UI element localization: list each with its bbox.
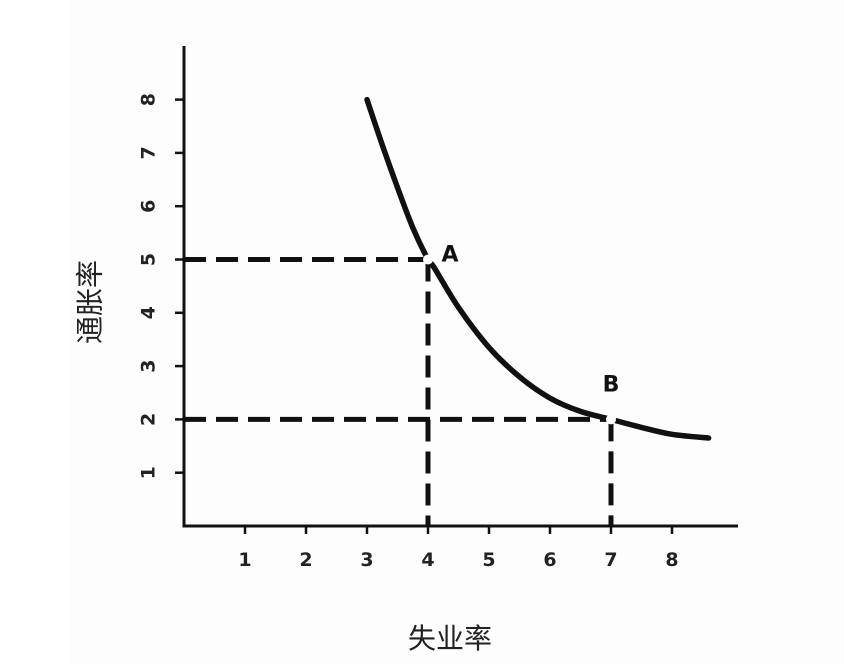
x-axis-title: 失业率: [408, 622, 492, 655]
y-tick-label-2: 2: [138, 413, 160, 426]
y-tick-label-3: 3: [138, 359, 160, 372]
axes: [182, 46, 738, 528]
y-tick-label-4: 4: [138, 306, 160, 319]
point-marker-A: [423, 254, 433, 265]
curve-layer: [364, 96, 712, 441]
x-tick-label-3: 3: [360, 549, 373, 571]
x-tick-label-2: 2: [299, 549, 312, 571]
y-tick-label-6: 6: [138, 200, 160, 213]
dashed-guide-lines: [184, 257, 614, 526]
x-tick-label-1: 1: [238, 549, 251, 571]
curve-series-0: [364, 96, 712, 441]
point-label-A: A: [441, 243, 458, 268]
point-marker-B: [606, 414, 616, 425]
x-axis-ticks: 1 2 3 4 5 6 7 8: [238, 526, 679, 571]
y-tick-label-7: 7: [138, 146, 160, 159]
y-tick-label-1: 1: [138, 466, 160, 479]
y-tick-label-5: 5: [138, 253, 160, 266]
x-tick-label-7: 7: [604, 549, 617, 571]
x-tick-label-6: 6: [543, 549, 556, 571]
y-tick-label-8: 8: [138, 93, 160, 106]
x-tick-label-5: 5: [482, 549, 495, 571]
point-annotations: AB: [423, 243, 619, 425]
x-tick-label-8: 8: [665, 549, 678, 571]
x-tick-label-4: 4: [421, 549, 434, 571]
point-label-B: B: [603, 372, 620, 397]
chart-background: [70, 0, 844, 664]
y-axis-title: 通胀率: [74, 260, 107, 344]
y-axis-ticks: 1 2 3 4 5 6 7 8: [138, 93, 184, 479]
